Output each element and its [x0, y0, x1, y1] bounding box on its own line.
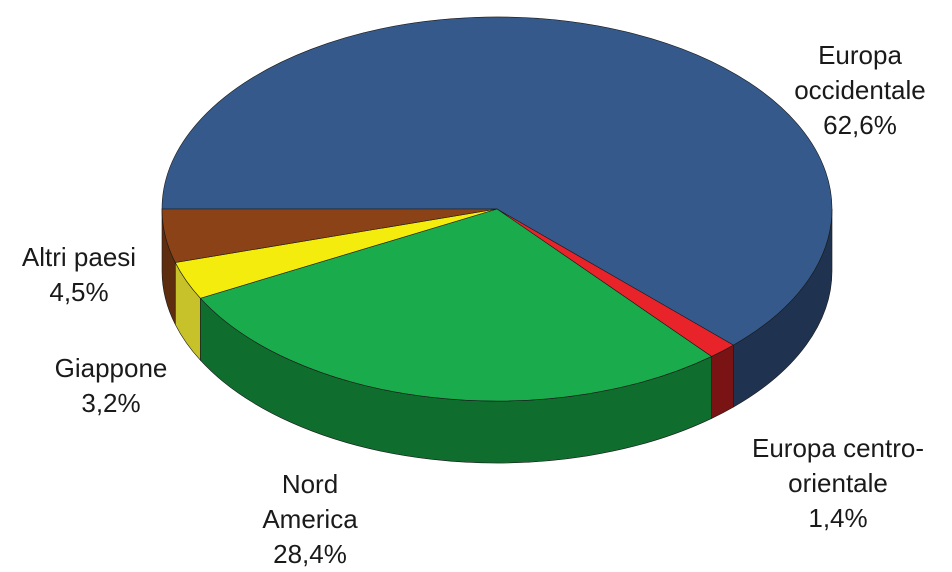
slice-label-line: Altri paesi	[21, 242, 137, 272]
pie-slice	[161, 16, 833, 346]
pie-slice	[199, 208, 713, 402]
slice-label-line: orientale	[788, 468, 888, 498]
pie-slice-side	[711, 344, 734, 419]
slice-label-altri-paesi: Altri paesi 4,5%	[4, 240, 154, 310]
slice-label-line: occidentale	[794, 75, 926, 105]
slice-percent: 4,5%	[49, 277, 109, 307]
slice-label-nord-america: Nord America 28,4%	[240, 467, 380, 572]
pie-slice	[161, 208, 498, 263]
slice-percent: 3,2%	[81, 388, 141, 418]
slice-label-line: Europa centro-	[752, 433, 924, 463]
slice-label-line: America	[262, 504, 358, 534]
slice-percent: 1,4%	[808, 503, 868, 533]
slice-label-giappone: Giappone 3,2%	[36, 351, 186, 421]
slice-percent: 62,6%	[823, 110, 897, 140]
slice-label-line: Giappone	[54, 353, 168, 383]
slice-label-europa-centro-orientale: Europa centro- orientale 1,4%	[738, 431, 938, 536]
slice-label-europa-occidentale: Europa occidentale 62,6%	[790, 38, 930, 143]
slice-label-line: Europa	[818, 40, 902, 70]
slice-percent: 28,4%	[273, 539, 347, 569]
slice-label-line: Nord	[281, 469, 339, 499]
